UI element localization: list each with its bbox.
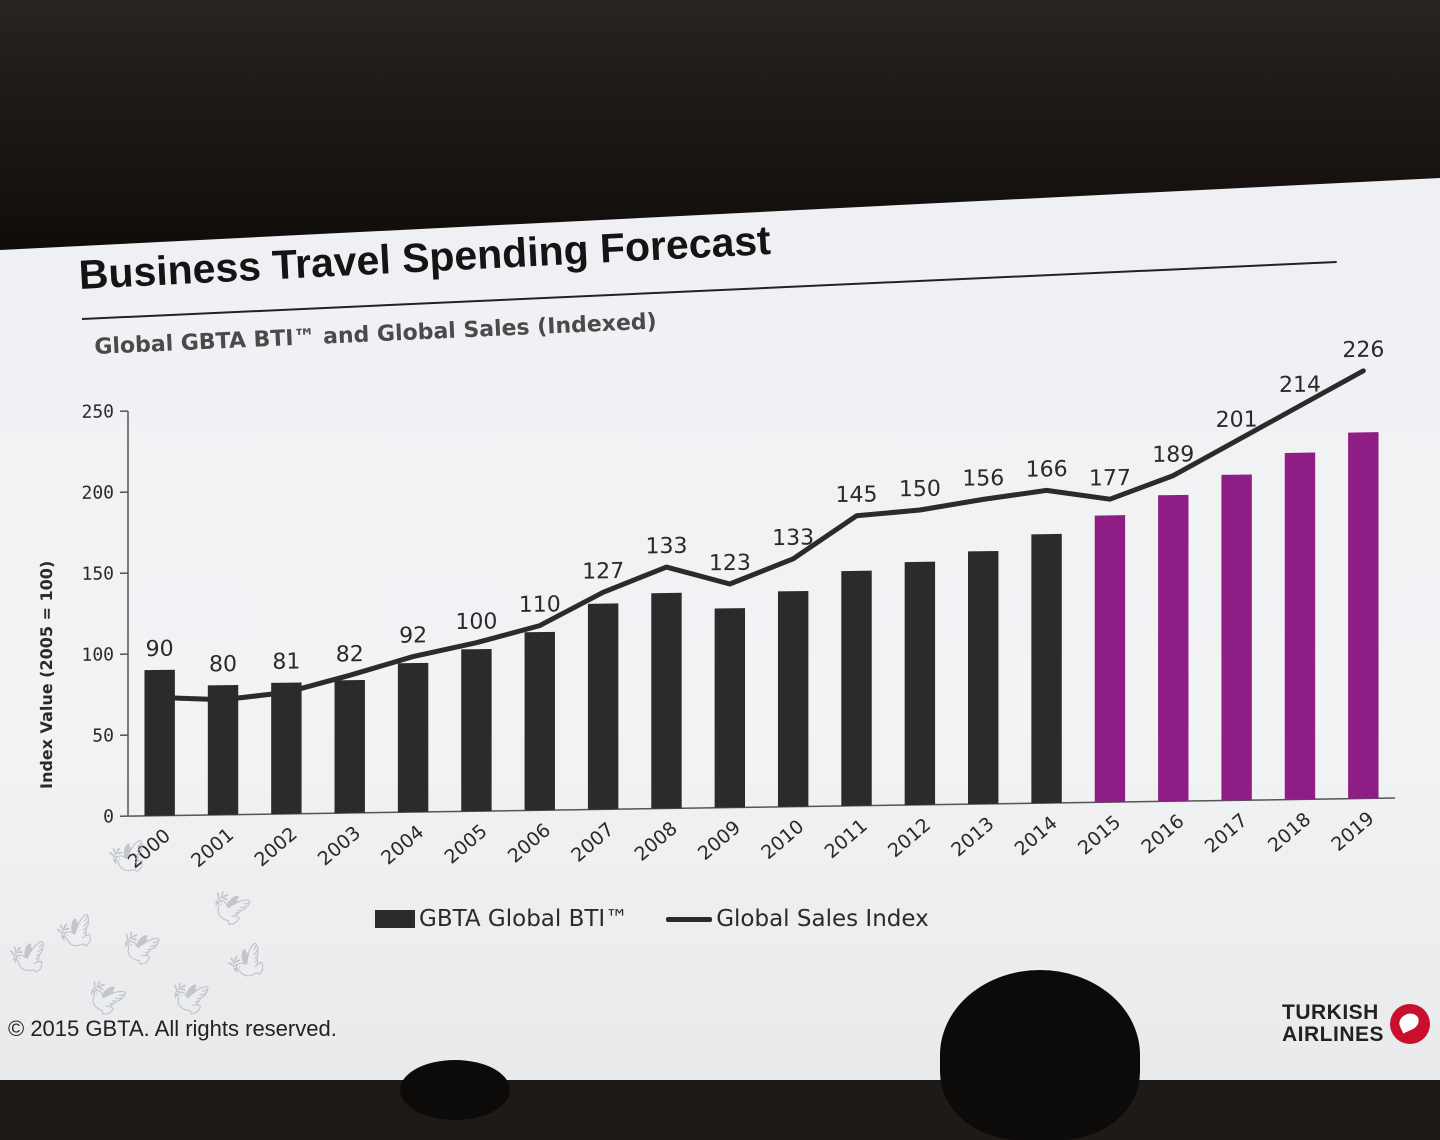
bar <box>588 603 618 809</box>
bar <box>968 551 998 804</box>
bar <box>715 608 745 808</box>
data-label: 214 <box>1279 372 1321 398</box>
x-tick-label: 2006 <box>504 819 555 867</box>
data-label: 100 <box>455 609 497 635</box>
bar <box>525 632 555 811</box>
x-tick-label: 2003 <box>314 822 365 870</box>
x-tick-label: 2018 <box>1264 808 1315 856</box>
bar <box>271 682 301 814</box>
x-tick-label: 2010 <box>757 816 808 864</box>
bar <box>1348 432 1378 799</box>
data-label: 226 <box>1342 338 1384 364</box>
legend-bar-swatch <box>375 910 415 928</box>
bar <box>1095 515 1125 802</box>
x-tick-label: 2002 <box>250 823 301 871</box>
bar <box>461 649 491 811</box>
bird-icon: 🕊 <box>8 942 51 978</box>
x-tick-label: 2009 <box>694 817 745 865</box>
x-tick-label: 2005 <box>440 820 491 868</box>
x-tick-label: 2014 <box>1011 812 1062 860</box>
data-label: 82 <box>336 642 364 667</box>
bar <box>1158 495 1188 802</box>
x-tick-label: 2011 <box>821 815 872 863</box>
legend-line-swatch <box>666 917 712 922</box>
x-axis-line <box>128 798 1395 816</box>
x-tick-label: 2015 <box>1074 811 1125 859</box>
bar <box>905 562 935 805</box>
x-tick-label: 2019 <box>1327 807 1378 855</box>
y-tick-label: 100 <box>81 644 114 665</box>
bar <box>398 663 428 812</box>
bar <box>208 685 238 815</box>
data-label: 201 <box>1216 407 1258 433</box>
turkish-airlines-logo: TURKISH AIRLINES <box>1282 1002 1430 1046</box>
data-label: 90 <box>146 637 174 662</box>
data-label: 110 <box>519 592 561 618</box>
x-tick-label: 2007 <box>567 818 618 866</box>
chart-legend: GBTA Global BTI™ Global Sales Index <box>375 906 929 932</box>
x-tick-label: 2016 <box>1137 810 1188 858</box>
audience-head <box>940 970 1140 1140</box>
logo-line-1: TURKISH <box>1282 1002 1384 1024</box>
y-axis-title: Index Value (2005 = 100) <box>37 561 56 790</box>
data-label: 166 <box>1026 457 1068 483</box>
bird-icon: 🕊 <box>117 931 162 970</box>
y-tick-label: 150 <box>81 563 114 584</box>
x-tick-label: 2013 <box>947 813 998 861</box>
legend-bar-label: GBTA Global BTI™ <box>419 906 628 932</box>
y-tick-label: 250 <box>81 401 114 422</box>
y-tick-label: 50 <box>92 725 114 746</box>
legend-line-label: Global Sales Index <box>716 906 929 932</box>
data-label: 80 <box>209 652 237 677</box>
bar <box>1285 453 1315 800</box>
y-tick-label: 200 <box>81 482 114 503</box>
data-label: 127 <box>582 559 624 585</box>
x-tick-label: 2001 <box>187 824 238 872</box>
data-label: 156 <box>962 466 1004 492</box>
data-label: 145 <box>836 482 878 508</box>
copyright-notice: © 2015 GBTA. All rights reserved. <box>8 1016 337 1042</box>
data-label: 133 <box>645 534 687 560</box>
logo-line-2: AIRLINES <box>1282 1024 1384 1046</box>
bar <box>1031 534 1061 803</box>
audience-head <box>400 1060 510 1120</box>
bar <box>1221 474 1251 800</box>
x-tick-label: 2012 <box>884 814 935 862</box>
bird-icon: 🕊 <box>168 982 211 1018</box>
bar <box>144 670 174 816</box>
crane-icon <box>1390 1004 1430 1044</box>
x-tick-label: 2008 <box>631 817 682 865</box>
bar <box>335 680 365 813</box>
bar <box>651 593 681 809</box>
data-label: 123 <box>709 551 751 577</box>
data-label: 177 <box>1089 466 1131 492</box>
y-tick-label: 0 <box>103 806 114 827</box>
data-label: 133 <box>772 525 814 551</box>
x-tick-label: 2017 <box>1201 809 1252 857</box>
bar <box>778 591 808 807</box>
data-label: 150 <box>899 477 941 503</box>
data-label: 81 <box>272 649 300 674</box>
x-tick-label: 2004 <box>377 821 428 869</box>
data-label: 189 <box>1152 442 1194 468</box>
data-label: 92 <box>399 623 427 648</box>
bar <box>841 571 871 806</box>
